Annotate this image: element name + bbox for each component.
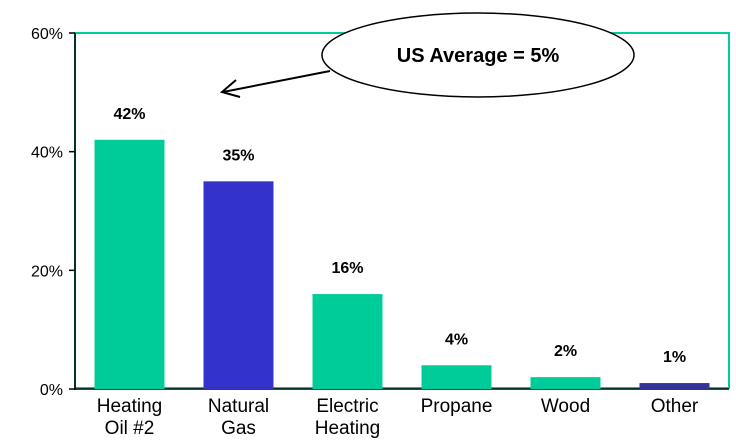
category-label: Propane bbox=[421, 396, 493, 417]
callout-ellipse bbox=[321, 12, 635, 98]
y-tick-label: 0% bbox=[40, 382, 63, 399]
data-label: 42% bbox=[113, 106, 145, 123]
bar bbox=[203, 181, 274, 389]
bar bbox=[312, 294, 383, 389]
bars-group bbox=[94, 139, 710, 389]
bar bbox=[421, 365, 492, 389]
category-label: Electric Heating bbox=[315, 396, 381, 439]
bar bbox=[530, 377, 601, 389]
data-label: 35% bbox=[222, 147, 254, 164]
data-label: 1% bbox=[663, 349, 686, 366]
callout-text: US Average = 5% bbox=[397, 45, 560, 67]
data-labels-group: 42% 35% 16% 4% 2% 1% bbox=[113, 106, 686, 366]
category-label: Wood bbox=[541, 396, 590, 417]
callout-arrowhead bbox=[219, 79, 241, 98]
annotation-callout: US Average = 5% bbox=[219, 12, 635, 98]
bar bbox=[639, 383, 710, 389]
y-tick-label: 60% bbox=[31, 26, 63, 43]
data-label: 4% bbox=[445, 331, 468, 348]
data-label: 2% bbox=[554, 343, 577, 360]
category-label: Natural Gas bbox=[208, 396, 269, 439]
y-tick-label: 40% bbox=[31, 145, 63, 162]
y-axis-ticks: 0% 20% 40% 60% bbox=[31, 26, 75, 399]
category-label: Other bbox=[651, 396, 699, 417]
category-label: Heating Oil #2 bbox=[97, 396, 163, 439]
data-label: 16% bbox=[331, 260, 363, 277]
bar bbox=[94, 139, 165, 389]
y-tick-label: 20% bbox=[31, 263, 63, 280]
category-labels-group: Heating Oil #2 Natural Gas Electric Heating Pr… bbox=[97, 396, 699, 439]
callout-arrow-line bbox=[222, 70, 331, 93]
